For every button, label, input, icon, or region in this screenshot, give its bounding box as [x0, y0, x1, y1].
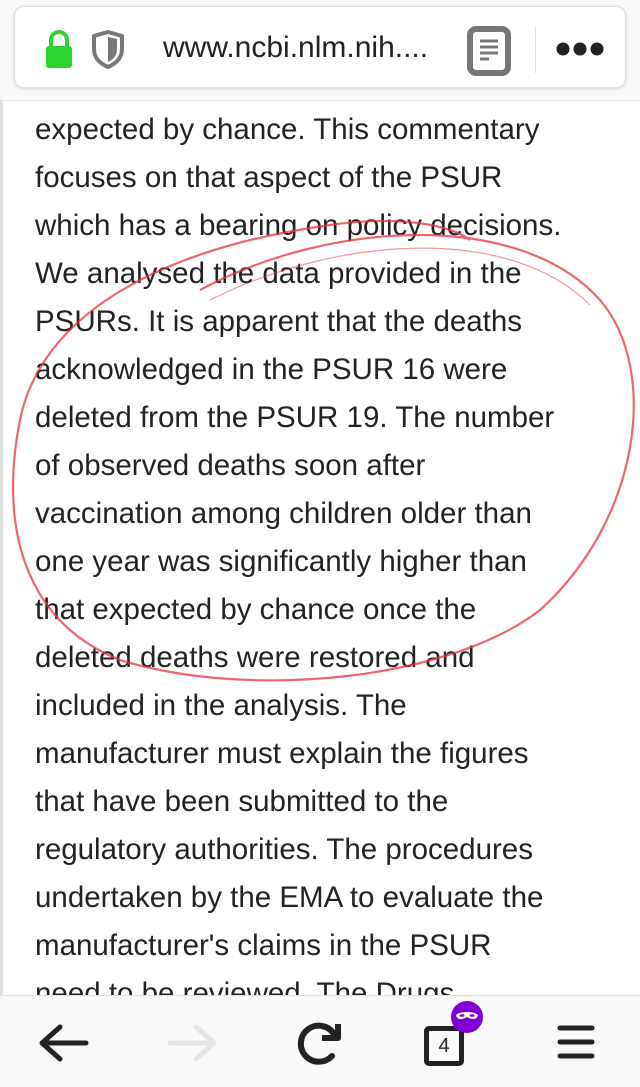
- private-mask-icon: [451, 1001, 483, 1033]
- url-text[interactable]: www.ncbi.nlm.nih....: [163, 31, 429, 64]
- article-text-line: need to be reviewed. The Drugs: [35, 977, 455, 996]
- lock-icon[interactable]: [43, 29, 75, 69]
- forward-icon[interactable]: [166, 1023, 218, 1063]
- article-text-line: deleted from the PSUR 19. The number: [35, 401, 555, 434]
- article-text-line: focuses on that aspect of the PSUR: [35, 161, 503, 194]
- article-text-line: We analysed the data provided in the: [35, 257, 522, 290]
- article-text-line: expected by chance. This commentary: [35, 113, 540, 146]
- article-text-line: of observed deaths soon after: [35, 449, 426, 482]
- article-text-line: PSURs. It is apparent that the deaths: [35, 305, 523, 338]
- more-icon[interactable]: [555, 41, 605, 57]
- article-text-line: included in the analysis. The: [35, 689, 407, 722]
- menu-icon[interactable]: [556, 1022, 596, 1062]
- reader-view-icon[interactable]: [467, 26, 511, 76]
- tabs-button[interactable]: 4: [424, 1026, 464, 1066]
- article-text-line: that have been submitted to the: [35, 785, 449, 818]
- article-text-line: acknowledged in the PSUR 16 were: [35, 353, 508, 386]
- url-bar[interactable]: www.ncbi.nlm.nih....: [14, 6, 626, 88]
- article-text-line: which has a bearing on policy decisions.: [35, 209, 562, 242]
- back-icon[interactable]: [38, 1023, 90, 1063]
- article-text-line: vaccination among children older than: [35, 497, 532, 530]
- article-text-line: that expected by chance once the: [35, 593, 477, 626]
- article-text-line: deleted deaths were restored and: [35, 641, 475, 674]
- article-text-line: manufacturer's claims in the PSUR: [35, 929, 492, 962]
- shield-icon[interactable]: [91, 29, 125, 69]
- article-text-line: manufacturer must explain the figures: [35, 737, 529, 770]
- article-text-line: one year was significantly higher than: [35, 545, 527, 578]
- bottom-toolbar: 4: [0, 995, 640, 1087]
- article-text-line: undertaken by the EMA to evaluate the: [35, 881, 544, 914]
- article-content: expected by chance. This commentary focus…: [0, 100, 640, 996]
- tab-count: 4: [438, 1035, 450, 1057]
- reload-icon[interactable]: [294, 1018, 346, 1068]
- article-text-line: regulatory authorities. The procedures: [35, 833, 533, 866]
- urlbar-divider: [535, 27, 536, 73]
